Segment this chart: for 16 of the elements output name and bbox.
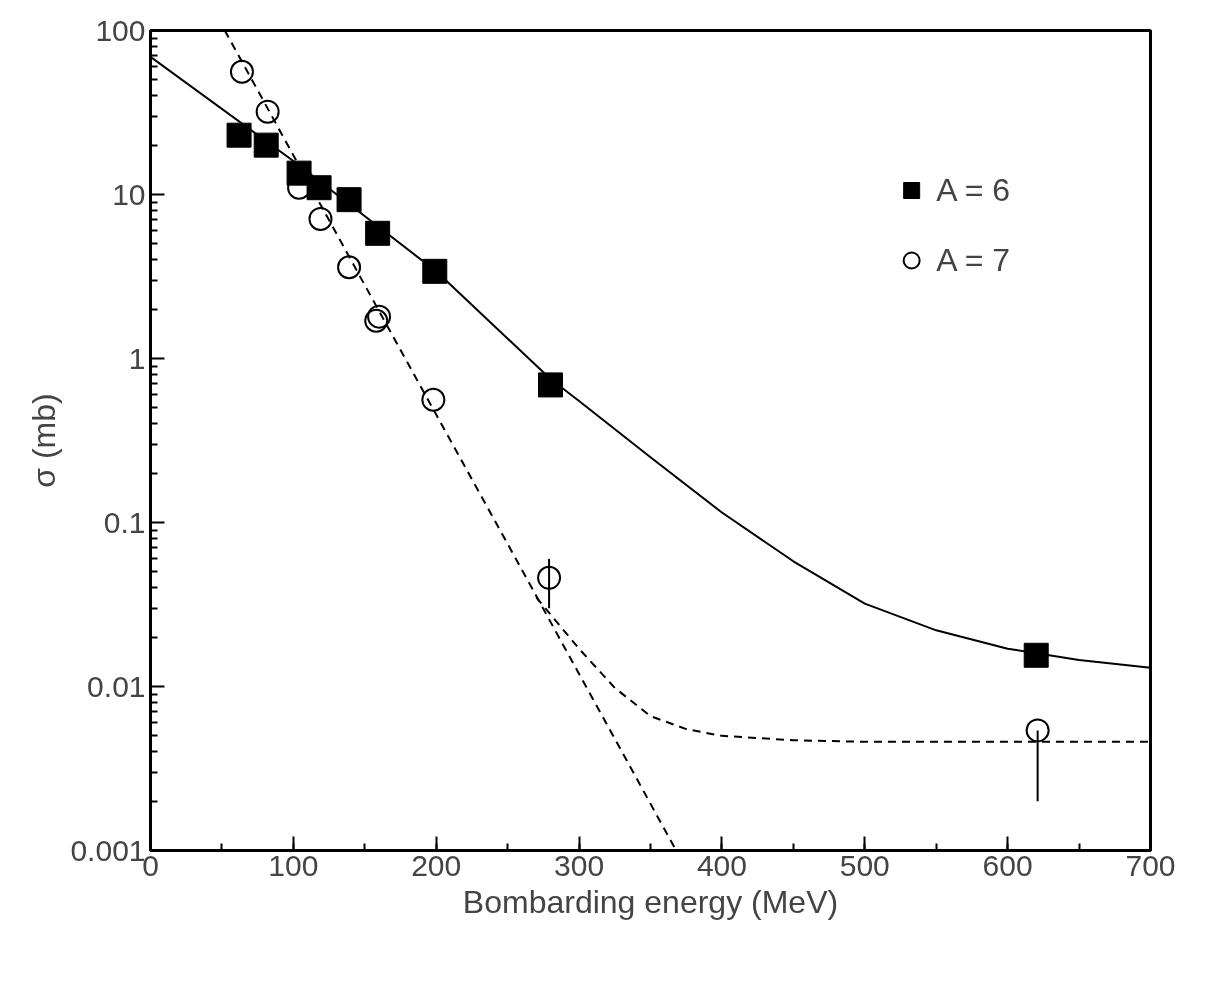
x-tick-label: 300: [554, 848, 605, 882]
y-tick-label: 1: [128, 341, 146, 375]
x-tick-label: 700: [1125, 848, 1176, 882]
legend-label: A = 7: [936, 241, 1010, 279]
y-tick-label: 10: [112, 177, 146, 211]
legend-label: A = 6: [936, 171, 1010, 209]
y-tick-label: 0.01: [87, 669, 146, 703]
x-axis-title: Bombarding energy (MeV): [462, 883, 839, 920]
x-tick-label: 200: [411, 848, 462, 882]
y-axis-title: σ (mb): [26, 393, 63, 488]
y-tick-label: 100: [95, 13, 146, 47]
x-tick-label: 100: [268, 848, 319, 882]
y-tick-label: 0.1: [103, 505, 146, 539]
x-tick-label: 500: [839, 848, 890, 882]
x-tick-label: 600: [982, 848, 1033, 882]
x-tick-label: 400: [696, 848, 747, 882]
